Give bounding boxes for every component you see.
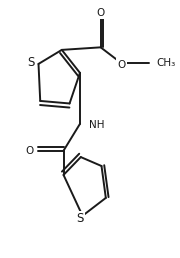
Text: O: O <box>96 8 105 18</box>
Text: S: S <box>27 56 34 69</box>
Text: O: O <box>117 60 125 70</box>
Text: NH: NH <box>89 120 105 130</box>
Text: CH₃: CH₃ <box>156 58 175 68</box>
Text: O: O <box>26 146 34 156</box>
Text: S: S <box>76 212 84 225</box>
